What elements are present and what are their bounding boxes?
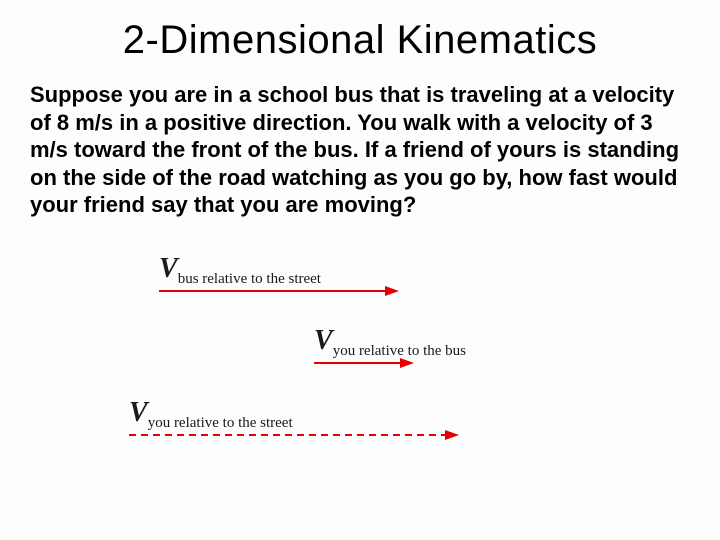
vector-label: Vyou relative to the street <box>129 397 293 430</box>
vector-label: Vyou relative to the bus <box>314 325 466 358</box>
vector-label: Vbus relative to the street <box>159 253 321 286</box>
vector-diagram: Vbus relative to the street Vyou relativ… <box>30 247 690 448</box>
vector-subscript: you relative to the street <box>148 415 293 431</box>
page-title: 2-Dimensional Kinematics <box>30 18 690 63</box>
problem-statement: Suppose you are in a school bus that is … <box>30 81 690 219</box>
vector-subscript: you relative to the bus <box>333 343 466 359</box>
vector-symbol: V <box>314 325 333 356</box>
vector-symbol: V <box>129 397 148 428</box>
vector-you-street: Vyou relative to the street <box>129 397 461 447</box>
vector-subscript: bus relative to the street <box>178 271 321 287</box>
vector-you-bus: Vyou relative to the bus <box>314 325 466 375</box>
vector-symbol: V <box>159 253 178 284</box>
vector-bus-street: Vbus relative to the street <box>159 253 401 303</box>
